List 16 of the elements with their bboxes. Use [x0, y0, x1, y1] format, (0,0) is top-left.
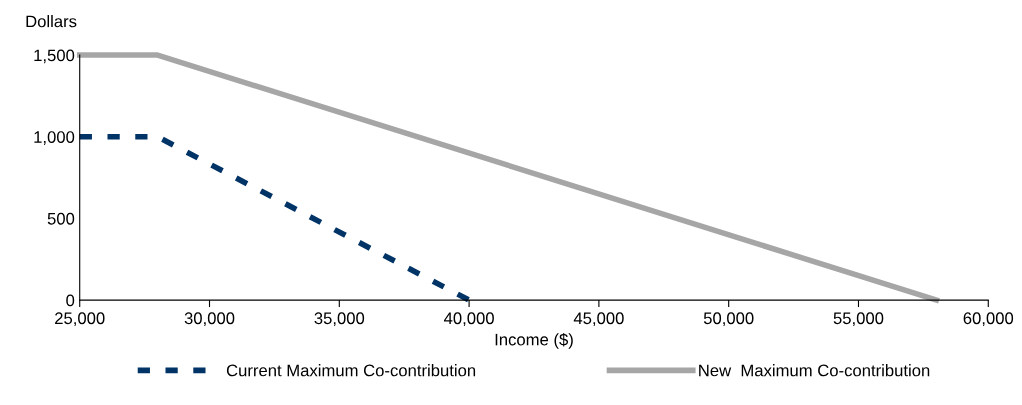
y-axis-title: Dollars	[26, 15, 77, 28]
y-tick-label: 1,500	[34, 49, 75, 64]
x-tick-label: 60,000	[963, 312, 1014, 327]
x-axis-title: Income ($)	[495, 332, 573, 349]
y-tick-label: 0	[66, 294, 75, 307]
x-tick-label: 25,000	[55, 312, 105, 327]
x-tick-label: 55,000	[833, 312, 884, 327]
x-tick-label: 35,000	[314, 312, 365, 327]
y-tick-label: 500	[47, 212, 75, 225]
y-tick-label: 1,000	[34, 131, 75, 145]
legend-label: Current Maximum Co-contribution	[226, 364, 476, 377]
legend-label: New Maximum Co-contribution	[699, 364, 930, 377]
x-tick-label: 30,000	[184, 312, 235, 327]
x-tick-label: 40,000	[444, 312, 494, 327]
x-tick-label: 50,000	[703, 312, 754, 327]
x-tick-label: 45,000	[573, 312, 624, 327]
